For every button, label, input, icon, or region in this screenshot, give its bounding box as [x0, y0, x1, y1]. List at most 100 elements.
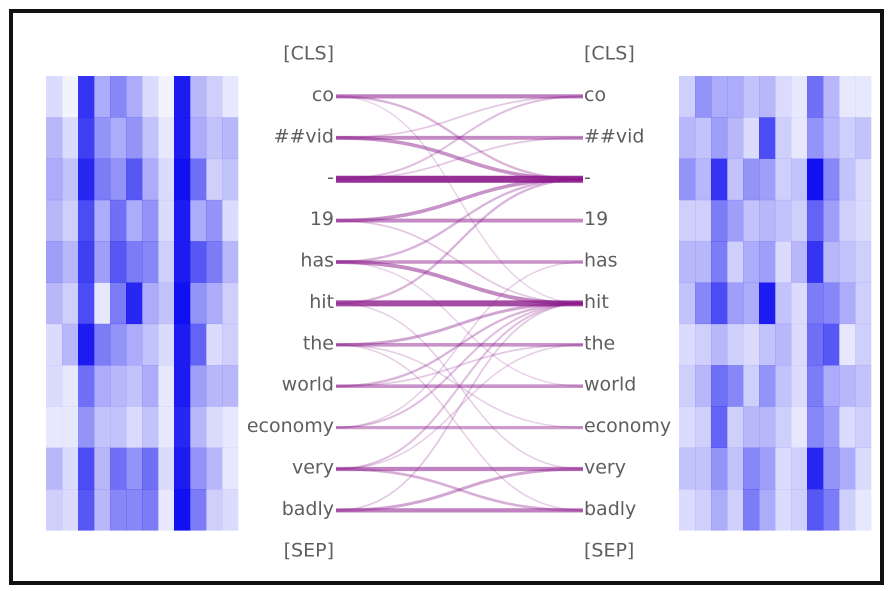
left-heatmap-cell	[158, 365, 175, 407]
left-heatmap-cell	[190, 241, 207, 283]
left-heatmap-cell	[78, 199, 95, 242]
left-heatmap-cell	[142, 76, 159, 118]
right-heatmap-cell	[791, 158, 808, 201]
left-heatmap-cell	[158, 282, 175, 325]
right-heatmap-cell	[695, 447, 712, 490]
left-heatmap-cell	[126, 323, 143, 366]
right-heatmap-cell	[839, 199, 856, 242]
attention-link-5-8	[335, 261, 584, 387]
attention-link-1-6	[335, 95, 584, 305]
left-heatmap-cell	[158, 76, 175, 118]
left-heatmap-cell	[46, 241, 63, 283]
attention-link-7-9	[335, 344, 584, 429]
left-heatmap-cell	[190, 76, 207, 118]
right-heatmap-cell	[743, 241, 760, 283]
right-token-7: the	[584, 332, 615, 354]
left-heatmap-cell	[62, 323, 79, 366]
right-heatmap-cell	[743, 406, 760, 448]
right-heatmap-cell	[823, 158, 840, 201]
right-heatmap-cell	[791, 447, 808, 490]
left-token-9: economy	[247, 415, 334, 437]
right-heatmap-cell	[759, 282, 776, 325]
right-heatmap-cell	[823, 447, 840, 490]
right-heatmap-cell	[791, 365, 808, 407]
left-heatmap-cell	[94, 365, 111, 407]
left-heatmap-cell	[222, 158, 239, 201]
left-heatmap-cell	[222, 282, 239, 325]
right-heatmap-cell	[711, 76, 728, 118]
right-heatmap-cell	[727, 323, 744, 366]
right-heatmap-cell	[759, 447, 776, 490]
right-heatmap-cell	[679, 282, 696, 325]
left-heatmap-cell	[142, 199, 159, 242]
left-heatmap-cell	[174, 365, 191, 407]
right-heatmap-cell	[759, 76, 776, 118]
left-heatmap-cell	[46, 282, 63, 325]
right-token-11: badly	[584, 498, 636, 520]
left-heatmap-cell	[46, 489, 63, 531]
left-heatmap-cell	[110, 199, 127, 242]
left-token-labels: [CLS] co ##vid - 19 has hit the world economy very…	[247, 43, 334, 562]
right-heatmap-cell	[775, 241, 792, 283]
right-heatmap-cell	[807, 447, 824, 490]
left-heatmap-cell	[110, 447, 127, 490]
right-heatmap-cell	[775, 406, 792, 448]
right-heatmap-cell	[743, 365, 760, 407]
left-heatmap-cell	[94, 282, 111, 325]
right-token-6: hit	[584, 291, 609, 313]
left-heatmap-cell	[222, 199, 239, 242]
left-heatmap-cell	[62, 76, 79, 118]
right-heatmap-cell	[759, 117, 776, 159]
right-heatmap-cell	[791, 489, 808, 531]
left-heatmap-cell	[94, 406, 111, 448]
left-heatmap-cell	[94, 158, 111, 201]
right-heatmap-cell	[807, 76, 824, 118]
right-heatmap-cell	[695, 323, 712, 366]
right-heatmap-cell	[855, 365, 872, 407]
left-heatmap-cell	[206, 282, 223, 325]
left-heatmap-cell	[78, 489, 95, 531]
left-heatmap-cell	[110, 323, 127, 366]
right-heatmap-cell	[839, 365, 856, 407]
left-heatmap-cell	[174, 117, 191, 159]
left-heatmap-cell	[142, 158, 159, 201]
attention-link-7-11	[335, 344, 584, 512]
left-heatmap-cell	[142, 406, 159, 448]
left-token-7: the	[303, 332, 334, 354]
right-heatmap-cell	[727, 199, 744, 242]
left-heatmap-cell	[222, 241, 239, 283]
right-heatmap-cell	[791, 282, 808, 325]
left-heatmap-cell	[190, 158, 207, 201]
attention-link-6-10	[335, 302, 584, 470]
left-heatmap-cell	[222, 447, 239, 490]
right-heatmap-cell	[775, 158, 792, 201]
right-heatmap-cell	[711, 117, 728, 159]
left-heatmap-cell	[174, 158, 191, 201]
left-heatmap-cell	[78, 117, 95, 159]
right-heatmap-cell	[743, 117, 760, 159]
left-token-4: 19	[310, 208, 334, 230]
right-heatmap-cell	[823, 199, 840, 242]
right-heatmap-cell	[759, 158, 776, 201]
attention-link-8-7	[335, 343, 584, 388]
right-heatmap-cell	[743, 158, 760, 201]
left-heatmap-cell	[126, 76, 143, 118]
right-heatmap-cell	[807, 489, 824, 531]
left-heatmap-cell	[62, 158, 79, 201]
right-heatmap-cell	[775, 199, 792, 242]
right-heatmap-cell	[679, 117, 696, 159]
right-heatmap-cell	[839, 406, 856, 448]
right-heatmap-cell	[679, 365, 696, 407]
left-heatmap-cell	[174, 241, 191, 283]
right-heatmap-cell	[695, 76, 712, 118]
right-heatmap-cell	[711, 158, 728, 201]
left-heatmap-cell	[110, 241, 127, 283]
attention-link-7-6	[335, 301, 584, 347]
left-heatmap-cell	[46, 158, 63, 201]
left-heatmap-cell	[222, 117, 239, 159]
left-heatmap-cell	[206, 241, 223, 283]
right-heatmap-cell	[839, 282, 856, 325]
right-heatmap-cell	[679, 76, 696, 118]
left-heatmap-cell	[46, 365, 63, 407]
right-heatmap-cell	[839, 323, 856, 366]
